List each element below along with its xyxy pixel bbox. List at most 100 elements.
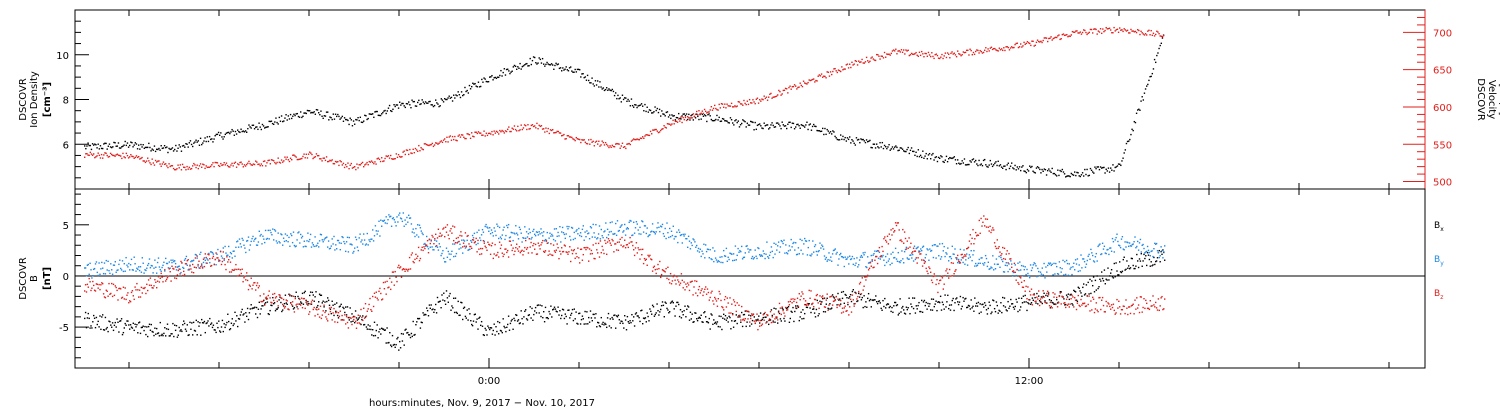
density-point bbox=[950, 157, 952, 159]
b-point-bx bbox=[709, 328, 711, 330]
b-point-bx bbox=[693, 320, 695, 323]
b-point-bx bbox=[155, 333, 157, 335]
b-point-bx bbox=[912, 307, 915, 310]
b-point-by bbox=[195, 254, 197, 256]
b-point-by bbox=[1145, 251, 1147, 253]
b-point-bx bbox=[699, 317, 701, 319]
b-point-bx bbox=[858, 296, 861, 298]
b-point-bz bbox=[112, 283, 115, 286]
b-point-bx bbox=[1115, 262, 1117, 264]
b-point-bz bbox=[470, 245, 472, 248]
velocity-point bbox=[921, 50, 923, 53]
b-point-by bbox=[1088, 253, 1090, 256]
b-point-by bbox=[502, 229, 504, 231]
b-point-bx bbox=[1056, 302, 1059, 304]
b-point-bx bbox=[1032, 299, 1034, 301]
velocity-point bbox=[473, 136, 475, 138]
density-point bbox=[1156, 54, 1158, 57]
b-point-bx bbox=[515, 314, 517, 316]
density-point bbox=[932, 152, 934, 155]
b-point-bz bbox=[111, 295, 114, 298]
b-point-by bbox=[330, 245, 332, 247]
b-point-by bbox=[894, 247, 897, 250]
b-point-bz bbox=[109, 293, 111, 295]
velocity-point bbox=[460, 134, 463, 136]
b-point-bx bbox=[901, 307, 903, 309]
velocity-point bbox=[520, 124, 522, 126]
b-point-bx bbox=[171, 333, 173, 335]
b-point-bz bbox=[135, 289, 137, 291]
density-point bbox=[231, 128, 233, 131]
density-point bbox=[860, 138, 862, 140]
b-point-by bbox=[1093, 261, 1096, 263]
density-point bbox=[568, 67, 571, 69]
density-point bbox=[995, 161, 997, 163]
density-point bbox=[381, 113, 383, 115]
density-point bbox=[428, 100, 430, 103]
velocity-point bbox=[588, 139, 590, 141]
density-point bbox=[918, 155, 921, 158]
b-point-bx bbox=[861, 296, 863, 299]
b-point-bx bbox=[181, 330, 183, 333]
density-point bbox=[599, 81, 601, 83]
density-point bbox=[270, 120, 273, 122]
density-point bbox=[106, 148, 108, 150]
velocity-point bbox=[372, 161, 374, 164]
density-point bbox=[305, 112, 308, 115]
b-point-by bbox=[831, 253, 834, 255]
b-point-bz bbox=[475, 237, 477, 240]
b-point-by bbox=[374, 225, 377, 227]
b-point-bz bbox=[582, 253, 584, 256]
b-point-by bbox=[137, 268, 139, 271]
b-point-by bbox=[669, 227, 671, 230]
density-point bbox=[993, 164, 995, 166]
density-point bbox=[458, 94, 461, 96]
velocity-point bbox=[413, 151, 416, 154]
density-point bbox=[862, 138, 864, 141]
b-point-bx bbox=[86, 317, 89, 319]
velocity-point bbox=[262, 160, 265, 163]
b-point-bx bbox=[945, 306, 947, 308]
b-point-bx bbox=[675, 305, 677, 307]
b-point-bx bbox=[345, 306, 347, 308]
b-point-by bbox=[126, 264, 128, 266]
b-point-by bbox=[857, 266, 859, 268]
b-point-bx bbox=[826, 297, 828, 299]
b-point-by bbox=[1052, 274, 1054, 276]
b-point-bz bbox=[98, 283, 100, 286]
density-point bbox=[1020, 169, 1022, 172]
b-point-by bbox=[903, 262, 905, 264]
b-point-bz bbox=[393, 284, 395, 286]
b-point-bx bbox=[982, 303, 984, 305]
density-point bbox=[545, 63, 547, 66]
b-point-bx bbox=[632, 320, 634, 322]
b-point-by bbox=[552, 238, 555, 241]
velocity-point bbox=[1124, 29, 1127, 31]
b-point-bz bbox=[409, 268, 412, 270]
density-point bbox=[972, 158, 975, 160]
velocity-point bbox=[341, 164, 344, 166]
b-point-bz bbox=[111, 282, 113, 285]
b-point-by bbox=[1101, 242, 1104, 245]
density-point bbox=[689, 119, 691, 121]
b-point-by bbox=[1102, 248, 1105, 250]
b-point-by bbox=[1033, 262, 1035, 264]
density-point bbox=[345, 118, 347, 121]
velocity-point bbox=[130, 154, 132, 156]
b-point-bz bbox=[303, 297, 305, 300]
b-point-bx bbox=[487, 325, 489, 327]
b-point-bx bbox=[730, 328, 732, 330]
density-point bbox=[682, 113, 684, 115]
b-point-bx bbox=[812, 308, 814, 310]
velocity-point bbox=[655, 128, 657, 131]
b-point-by bbox=[305, 245, 307, 248]
velocity-point bbox=[926, 55, 929, 57]
b-point-bx bbox=[512, 328, 514, 330]
b-point-bz bbox=[606, 241, 609, 243]
b-point-bz bbox=[262, 300, 264, 303]
b-point-bx bbox=[472, 320, 475, 322]
right-axis-unit: [km/s] bbox=[1497, 84, 1500, 116]
b-point-bx bbox=[396, 338, 398, 340]
density-point bbox=[460, 91, 463, 93]
density-point bbox=[234, 130, 237, 133]
